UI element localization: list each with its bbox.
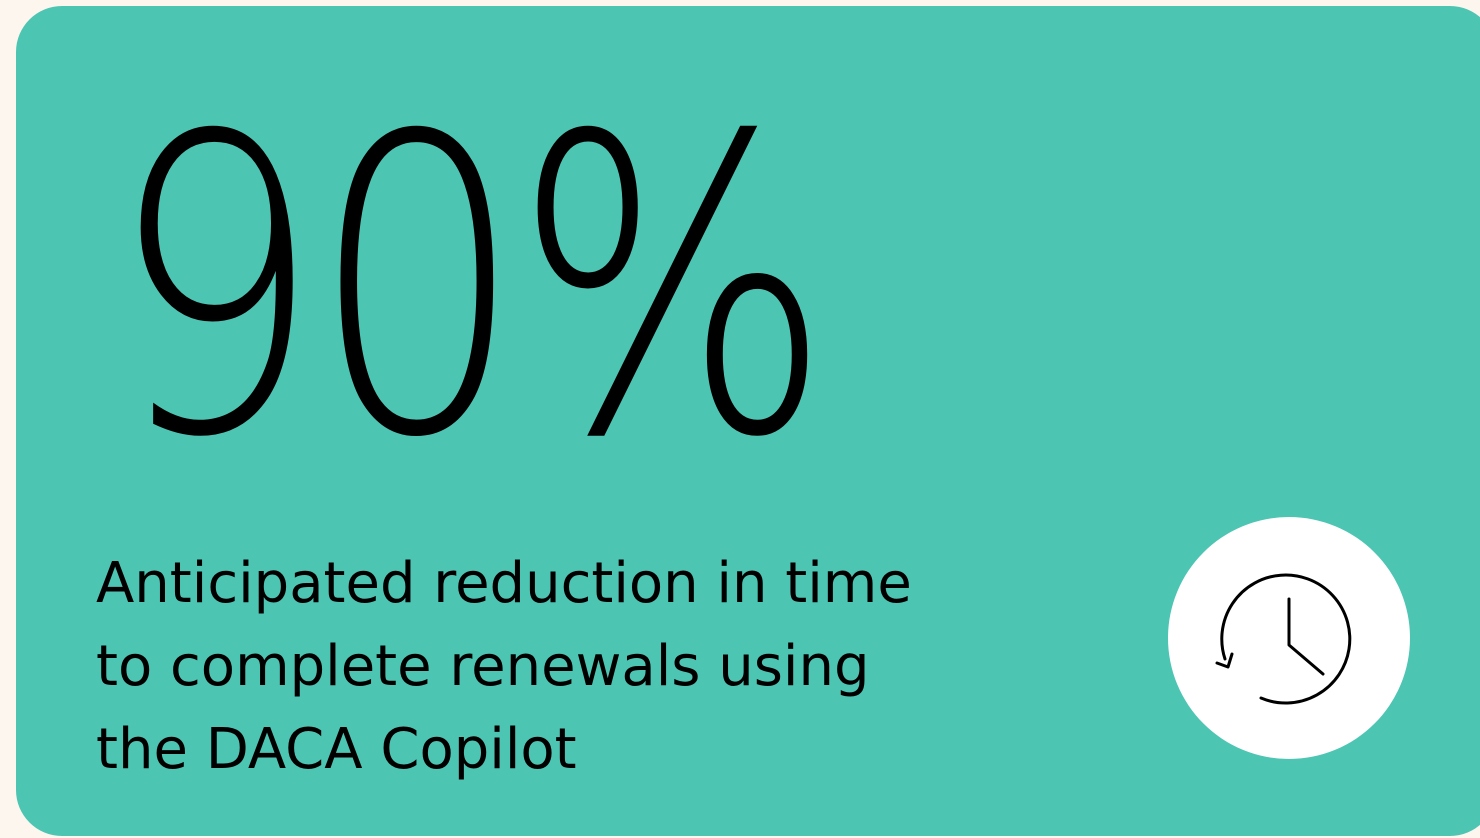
stat-description: Anticipated reduction in time to complet… xyxy=(96,551,912,782)
icon-badge xyxy=(1168,517,1410,759)
stat-card: 90% Anticipated reduction in time to com… xyxy=(16,6,1480,836)
clock-history-icon xyxy=(1215,573,1352,705)
stat-value: 90% xyxy=(108,49,832,527)
